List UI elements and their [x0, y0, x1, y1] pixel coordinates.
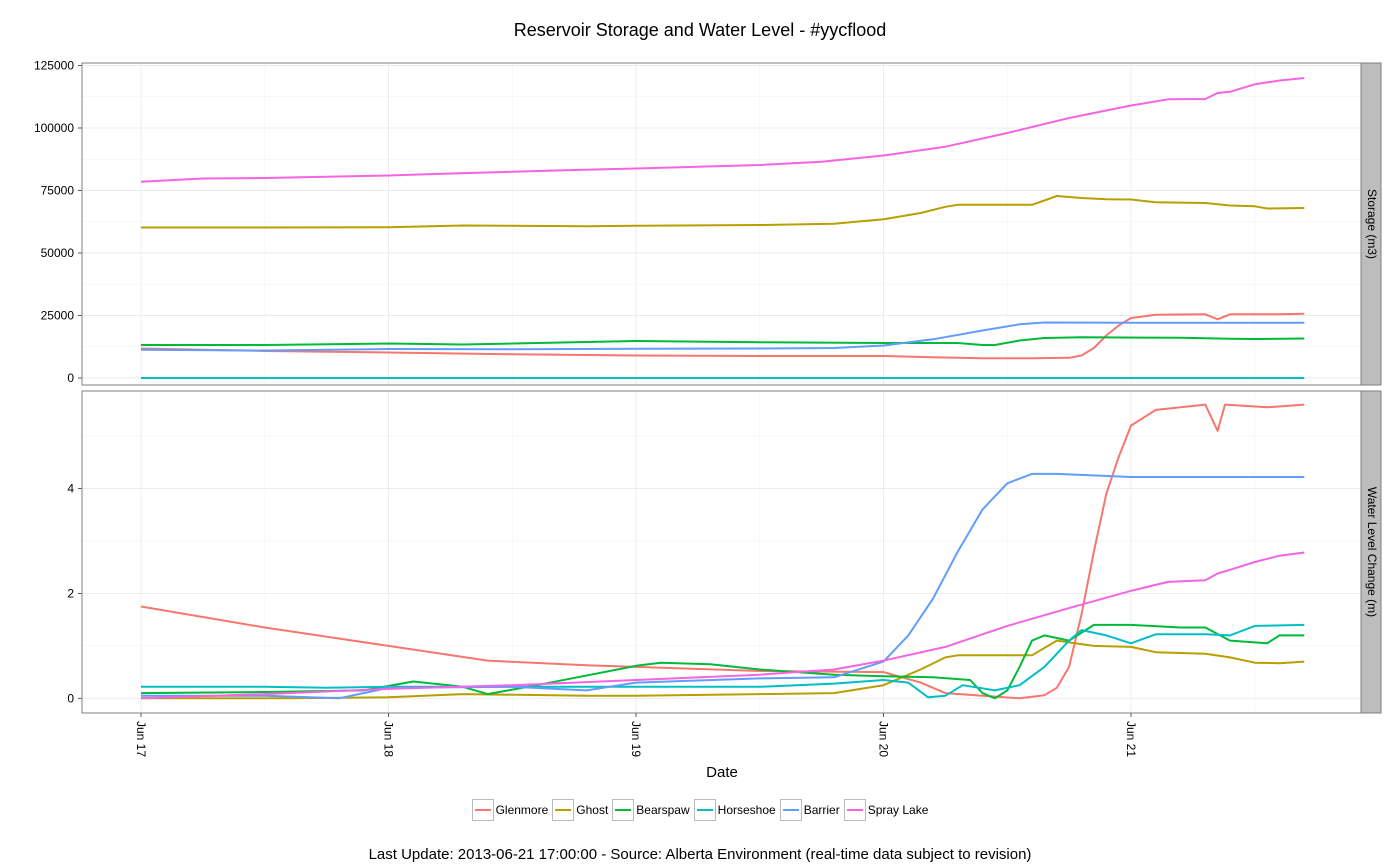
series-line-spray-lake-panel-1 [140, 77, 1305, 183]
facet-strip [1360, 390, 1382, 714]
x-tick-label: Jun 17 [134, 721, 148, 757]
facet-strip-label: Water Level Change (m) [1365, 487, 1379, 617]
y-tick-label: 75000 [41, 184, 75, 198]
panel-background [82, 63, 1361, 385]
legend-item-bearspaw: Bearspaw [612, 799, 690, 821]
x-tick-label: Jun 18 [382, 721, 396, 757]
legend-key [471, 799, 494, 821]
legend-swatch [846, 809, 863, 811]
legend-swatch [474, 809, 491, 811]
facet-strip-label: Storage (m3) [1365, 189, 1379, 259]
legend-label: Spray Lake [867, 803, 929, 817]
x-tick-label: Jun 20 [877, 721, 891, 757]
y-tick-label: 100000 [34, 121, 74, 135]
legend-swatch [555, 809, 572, 811]
chart-plot: 0 25000 50000 75000 100000 125000 Storage (m3)… [34, 59, 1382, 757]
legend-key [693, 799, 716, 821]
legend-swatch [782, 809, 799, 811]
legend-item-ghost: Ghost [552, 799, 608, 821]
series-line-ghost-panel-2 [141, 639, 1305, 700]
series-line-spray-lake-panel-2 [140, 551, 1305, 700]
legend-key [779, 799, 802, 821]
series-line-glenmore-panel-2 [140, 403, 1305, 700]
y-tick-label: 125000 [34, 59, 74, 73]
legend-item-spray-lake: Spray Lake [843, 799, 929, 821]
series-line-bearspaw-panel-1 [141, 336, 1305, 346]
y-tick-label: 0 [67, 691, 74, 705]
series-line-barrier-panel-1 [140, 321, 1305, 352]
x-axis-label: Date [706, 764, 738, 781]
y-tick-label: 4 [67, 482, 74, 496]
series-line-glenmore-panel-1 [140, 312, 1305, 360]
legend-label: Horseshoe [717, 803, 776, 817]
y-tick-label: 25000 [41, 309, 75, 323]
y-tick-label: 0 [67, 371, 74, 385]
facet-strip [1360, 62, 1382, 386]
x-tick-label: Jun 21 [1124, 721, 1138, 757]
legend-label: Barrier [803, 803, 840, 817]
y-tick-label: 2 [67, 586, 74, 600]
legend-item-horseshoe: Horseshoe [693, 799, 776, 821]
legend-swatch [615, 809, 632, 811]
y-tick-label: 50000 [41, 246, 75, 260]
chart-title: Reservoir Storage and Water Level - #yyc… [513, 20, 887, 40]
legend-item-glenmore: Glenmore [471, 799, 549, 821]
legend-label: Glenmore [495, 803, 549, 817]
legend-label: Bearspaw [636, 803, 690, 817]
chart-legend: Glenmore Ghost Bearspaw Horseshoe Barrier Spr… [0, 799, 1400, 821]
x-tick-label: Jun 19 [629, 721, 643, 757]
legend-key [552, 799, 575, 821]
legend-key [843, 799, 866, 821]
panel-background [82, 391, 1361, 713]
series-line-ghost-panel-1 [141, 195, 1305, 229]
legend-label: Ghost [576, 803, 609, 817]
footer-note: Last Update: 2013-06-21 17:00:00 - Sourc… [368, 846, 1032, 863]
legend-swatch [696, 809, 713, 811]
legend-item-barrier: Barrier [779, 799, 840, 821]
legend-key [612, 799, 635, 821]
